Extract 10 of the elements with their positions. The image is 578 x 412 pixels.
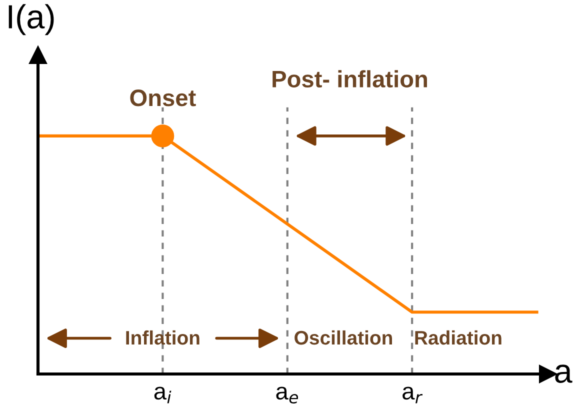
annotation: Oscillation — [294, 330, 392, 345]
text: Post- inflation — [272, 70, 427, 88]
x-axis-title: a — [555, 364, 572, 383]
annotation: Onset — [130, 90, 196, 106]
x-tick-label: a$_{e}$ — [276, 386, 298, 404]
annotation: Radiation — [415, 330, 502, 345]
annotation: Inflation — [126, 330, 200, 345]
y-axis-title: I(a) — [8, 4, 54, 36]
x-tick-label: a$_{r}$ — [402, 386, 423, 404]
x-tick-label: a$_{i}$ — [154, 386, 172, 404]
